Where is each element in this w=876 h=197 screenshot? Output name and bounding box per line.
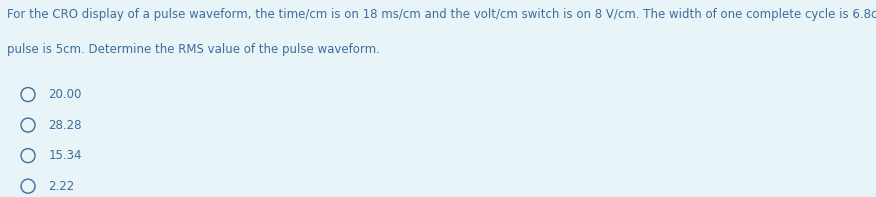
Text: 28.28: 28.28 <box>48 119 81 132</box>
Text: 2.22: 2.22 <box>48 180 74 193</box>
Text: pulse is 5cm. Determine the RMS value of the pulse waveform.: pulse is 5cm. Determine the RMS value of… <box>7 43 380 56</box>
Text: 15.34: 15.34 <box>48 149 81 162</box>
Text: 20.00: 20.00 <box>48 88 81 101</box>
Text: For the CRO display of a pulse waveform, the time/cm is on 18 ms/cm and the volt: For the CRO display of a pulse waveform,… <box>7 8 876 21</box>
